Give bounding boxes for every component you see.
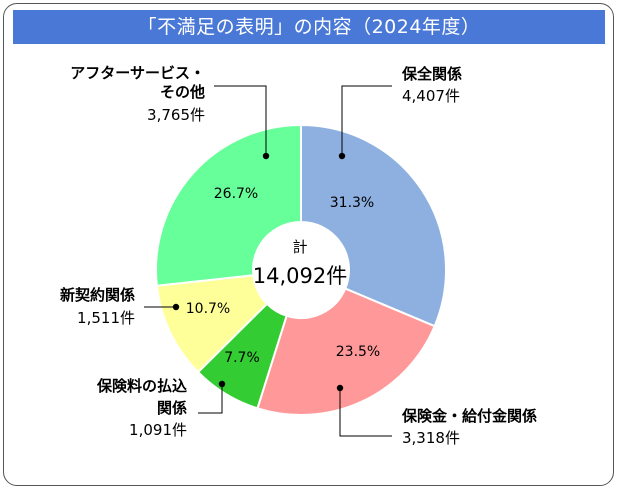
- slice-category-label: アフターサービス・: [70, 64, 205, 82]
- slice-count-label: 1,511件: [77, 309, 135, 327]
- slice-percent-label: 10.7%: [186, 301, 230, 317]
- slice-category-label: 関係: [157, 399, 187, 417]
- slice-category-label: 保全関係: [401, 65, 462, 83]
- leader-dot: [336, 384, 344, 392]
- leader-dot: [172, 303, 180, 311]
- slice-category-label: 保険金・給付金関係: [401, 407, 537, 425]
- leader-dot: [218, 380, 226, 388]
- slice-category-label: 新契約関係: [60, 286, 135, 304]
- slice-category-label: その他: [160, 83, 205, 101]
- slice-1: [300, 123, 447, 328]
- leader-dot: [262, 152, 270, 160]
- slice-count-label: 4,407件: [402, 87, 460, 105]
- leader-dot: [338, 152, 346, 160]
- chart-title: 「不満足の表明」の内容（2024年度）: [13, 10, 605, 44]
- slice-count-label: 3,318件: [402, 429, 460, 447]
- slice-percent-label: 26.7%: [214, 186, 258, 202]
- leader-line: [341, 85, 392, 156]
- slice-count-label: 1,091件: [129, 421, 187, 439]
- slice-count-label: 3,765件: [147, 106, 205, 124]
- center-total-value: 14,092件: [253, 264, 347, 288]
- leader-line: [198, 384, 223, 414]
- slice-5: [155, 123, 302, 287]
- slice-category-label: 保険料の払込: [96, 377, 187, 395]
- slice-2: [256, 287, 436, 416]
- slice-percent-label: 23.5%: [336, 344, 380, 360]
- center-total-label: 計: [292, 238, 307, 256]
- leader-line: [214, 85, 267, 156]
- leader-line: [339, 388, 392, 437]
- slice-percent-label: 31.3%: [330, 195, 374, 211]
- slice-percent-label: 7.7%: [224, 350, 260, 366]
